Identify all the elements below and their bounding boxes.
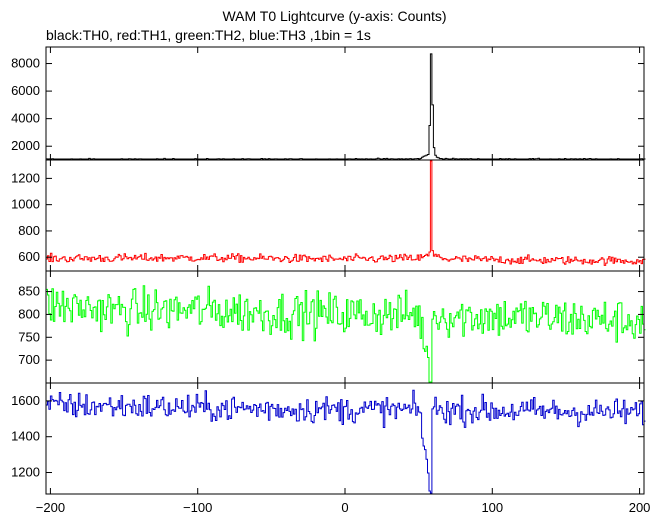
y-tick-label-0-3: 8000 <box>11 56 40 71</box>
y-tick-label-0-0: 2000 <box>11 138 40 153</box>
series-line-1 <box>46 160 646 266</box>
x-tick-label-3: 100 <box>481 500 503 515</box>
y-tick-label-1-2: 1000 <box>11 197 40 212</box>
y-tick-label-1-3: 1200 <box>11 170 40 185</box>
y-tick-label-3-0: 1200 <box>11 465 40 480</box>
panel-frame-3 <box>45 382 645 495</box>
y-tick-label-3-2: 1600 <box>11 393 40 408</box>
panel-frame-2 <box>45 270 645 384</box>
y-tick-label-1-0: 600 <box>18 249 40 264</box>
x-tick-label-2: 0 <box>341 500 348 515</box>
y-tick-label-2-0: 700 <box>18 352 40 367</box>
x-tick-label-4: 200 <box>629 500 651 515</box>
chart-title: WAM T0 Lightcurve (y-axis: Counts) <box>222 8 447 24</box>
panel-frame-1 <box>45 159 645 272</box>
series-line-2 <box>46 285 646 383</box>
series-line-0 <box>46 53 646 160</box>
y-tick-label-1-1: 800 <box>18 223 40 238</box>
series-line-3 <box>46 389 646 494</box>
y-tick-label-2-2: 800 <box>18 306 40 321</box>
y-tick-label-0-2: 6000 <box>11 83 40 98</box>
panel-frame-0 <box>45 46 645 161</box>
y-tick-label-2-3: 850 <box>18 284 40 299</box>
y-tick-label-0-1: 4000 <box>11 111 40 126</box>
y-tick-label-3-1: 1400 <box>11 429 40 444</box>
y-tick-label-2-1: 750 <box>18 329 40 344</box>
chart-subtitle: black:TH0, red:TH1, green:TH2, blue:TH3 … <box>46 27 371 43</box>
x-tick-label-0: −200 <box>36 500 65 515</box>
x-tick-label-1: −100 <box>183 500 212 515</box>
